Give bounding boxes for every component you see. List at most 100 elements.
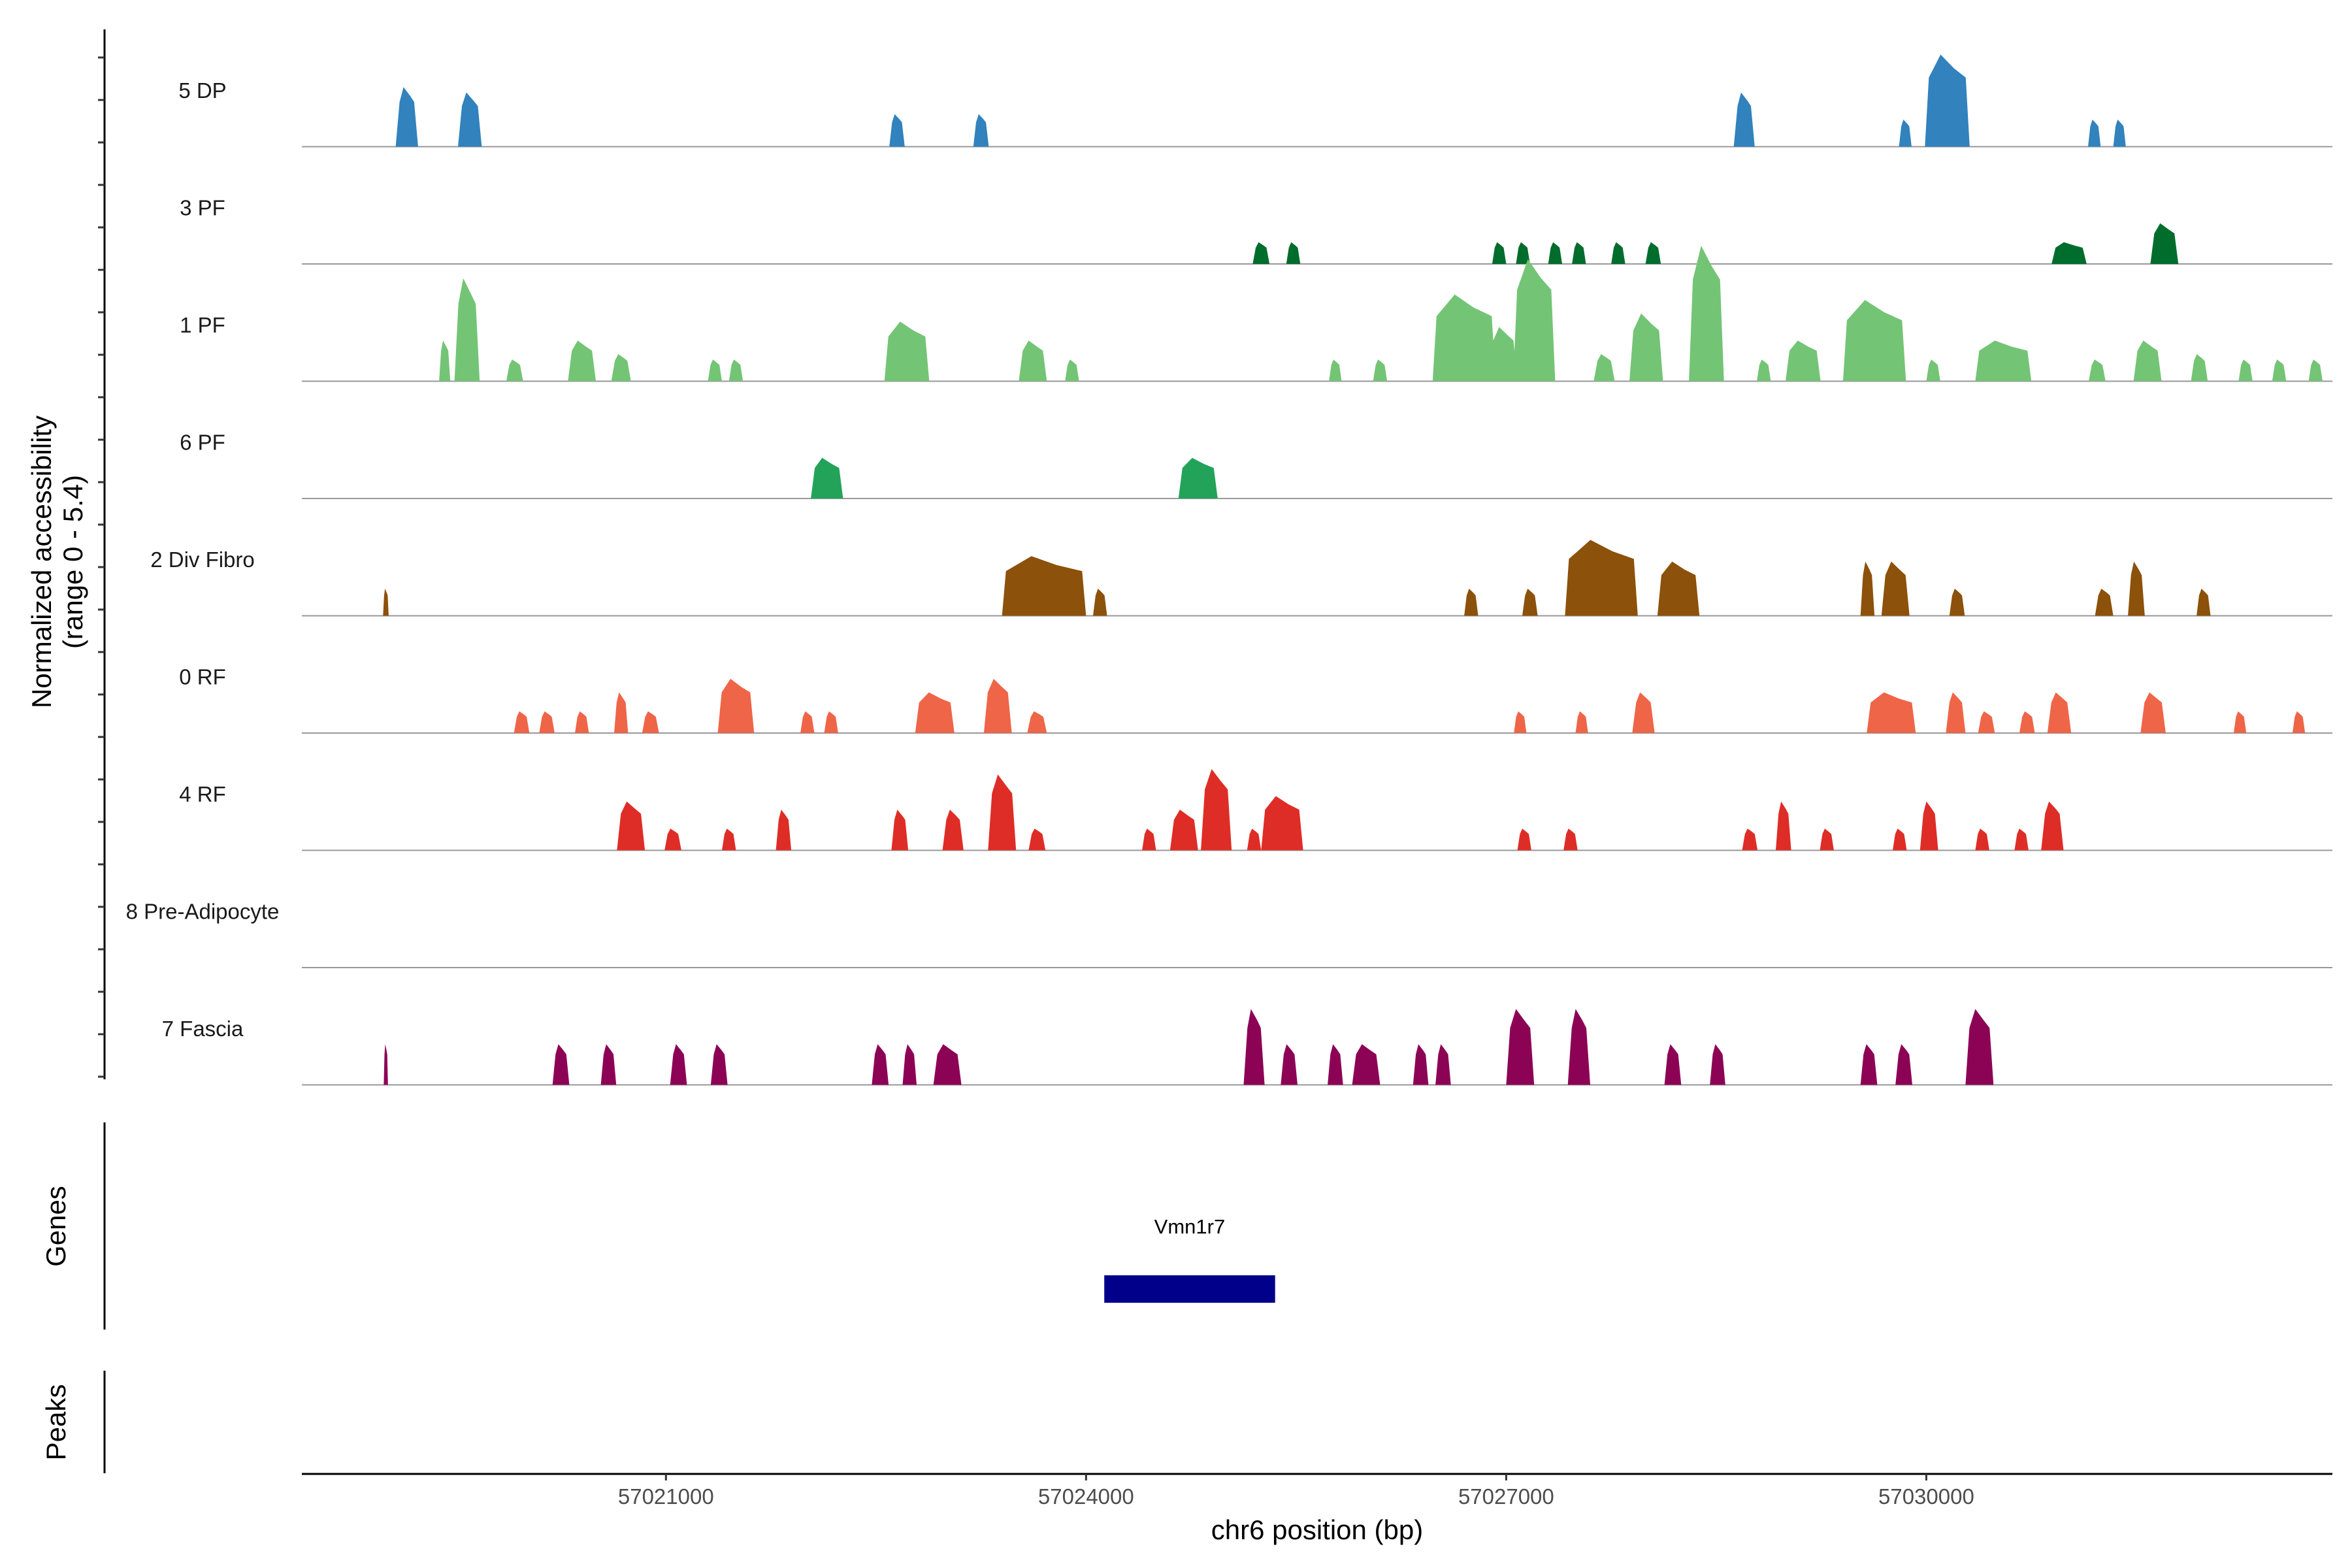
- coverage-peak: [1757, 359, 1771, 382]
- coverage-peak: [1899, 120, 1912, 147]
- coverage-peak: [1565, 540, 1638, 616]
- gene-label: Vmn1r7: [1154, 1215, 1226, 1238]
- coverage-peak: [1776, 801, 1791, 851]
- coverage-peak: [1860, 561, 1875, 616]
- coverage-peak: [1027, 711, 1047, 733]
- coverage-peak: [1028, 828, 1046, 851]
- coverage-peak: [1281, 1044, 1298, 1085]
- x-axis: 57021000 57024000 57027000 57030000: [302, 1473, 2332, 1509]
- coverage-peak: [1978, 711, 1995, 733]
- y-axis-range-text: (range 0 - 5.4): [57, 475, 88, 649]
- coverage-peak: [1328, 1044, 1343, 1085]
- coverage-peak: [1252, 242, 1270, 264]
- coverage-peak: [1019, 340, 1047, 382]
- coverage-peak: [1413, 1044, 1429, 1085]
- coverage-peak: [2308, 359, 2323, 382]
- genes-track: Genes Vmn1r7: [41, 1122, 1275, 1330]
- coverage-peak: [1142, 828, 1156, 851]
- coverage-peak: [1548, 242, 1563, 264]
- coverage-peak: [942, 809, 964, 851]
- track-label: 3 PF: [180, 196, 225, 220]
- coverage-peak: [2089, 359, 2106, 382]
- coverage-peak: [2019, 711, 2035, 733]
- coverage-peak: [1243, 1009, 1265, 1085]
- genes-title: Genes: [41, 1186, 71, 1267]
- coverage-peak: [2272, 359, 2287, 382]
- coverage-peak: [1925, 54, 1970, 147]
- coverage-peak: [1860, 1044, 1878, 1085]
- coverage-peak: [710, 1044, 728, 1085]
- coverage-peak: [1464, 589, 1478, 616]
- coverage-peak: [1065, 359, 1079, 382]
- track-5-dp: 5 DP: [178, 54, 2332, 148]
- coverage-peak: [611, 354, 631, 382]
- coverage-peak: [824, 711, 838, 733]
- coverage-peak: [642, 711, 659, 733]
- coverage-peak: [872, 1044, 889, 1085]
- track-label: 2 Div Fibro: [150, 547, 255, 572]
- coverage-peak: [717, 679, 755, 733]
- coverage-peak: [575, 711, 589, 733]
- coverage-peak: [514, 711, 530, 733]
- coverage-peak: [439, 340, 451, 382]
- coverage-peak: [1572, 242, 1586, 264]
- coverage-tracks: 5 DP 3 PF 1 PF 6 PF 2 Div Fibro 0 RF 4 RF 8 Pre…: [126, 54, 2332, 1086]
- coverage-peak: [1786, 340, 1821, 382]
- coverage-peak: [1575, 711, 1588, 733]
- coverage-peak: [722, 828, 736, 851]
- coverage-peak: [617, 801, 645, 851]
- coverage-peak: [1733, 92, 1755, 147]
- coverage-peak: [2233, 711, 2247, 733]
- coverage-peak: [1178, 457, 1218, 498]
- coverage-peak: [600, 1044, 617, 1085]
- coverage-peak: [670, 1044, 687, 1085]
- coverage-peak: [1611, 242, 1625, 264]
- coverage-peak: [800, 711, 815, 733]
- coverage-peak: [2292, 711, 2306, 733]
- coverage-peak: [1893, 828, 1907, 851]
- coverage-peak: [552, 1044, 570, 1085]
- coverage-peak: [1517, 828, 1531, 851]
- coverage-peak: [1492, 242, 1507, 264]
- coverage-peak: [1522, 589, 1538, 616]
- coverage-peak: [933, 1044, 962, 1085]
- coverage-peak: [776, 809, 792, 851]
- coverage-peak: [983, 679, 1012, 733]
- coverage-peak: [458, 92, 482, 147]
- coverage-peak: [811, 457, 843, 498]
- coverage-peak: [2191, 354, 2208, 382]
- track-8-pre-adipocyte: 8 Pre-Adipocyte: [126, 900, 2332, 968]
- coverage-peak: [2140, 692, 2166, 733]
- coverage-peak: [1513, 259, 1556, 382]
- coverage-peak: [889, 114, 905, 147]
- coverage-peak: [708, 359, 722, 382]
- coverage-peak: [1867, 692, 1916, 733]
- coverage-peak: [1820, 828, 1834, 851]
- coverage-peak: [1201, 769, 1232, 851]
- track-label: 5 DP: [178, 78, 226, 103]
- coverage-peak: [1514, 711, 1527, 733]
- coverage-peak: [1329, 359, 1342, 382]
- gene-body: [1104, 1275, 1275, 1303]
- coverage-peak: [1664, 1044, 1682, 1085]
- coverage-peak: [2051, 242, 2087, 264]
- coverage-peak: [1563, 828, 1578, 851]
- track-3-pf: 3 PF: [180, 196, 2332, 265]
- coverage-peak: [1352, 1044, 1380, 1085]
- coverage-peak: [1567, 1009, 1590, 1085]
- coverage-peak: [728, 359, 743, 382]
- coverage-peak: [1516, 242, 1530, 264]
- track-4-rf: 4 RF: [179, 769, 2332, 851]
- x-tick-label: 57021000: [618, 1484, 714, 1509]
- peaks-title: Peaks: [41, 1384, 71, 1461]
- coverage-peak: [988, 774, 1017, 851]
- track-label: 0 RF: [179, 665, 226, 689]
- coverage-peak: [1949, 589, 1965, 616]
- coverage-peak: [1975, 828, 1989, 851]
- coverage-peak: [2128, 561, 2145, 616]
- coverage-peak: [568, 340, 596, 382]
- coverage-peak: [454, 278, 480, 382]
- track-0-rf: 0 RF: [179, 665, 2332, 734]
- coverage-peak: [1881, 561, 1910, 616]
